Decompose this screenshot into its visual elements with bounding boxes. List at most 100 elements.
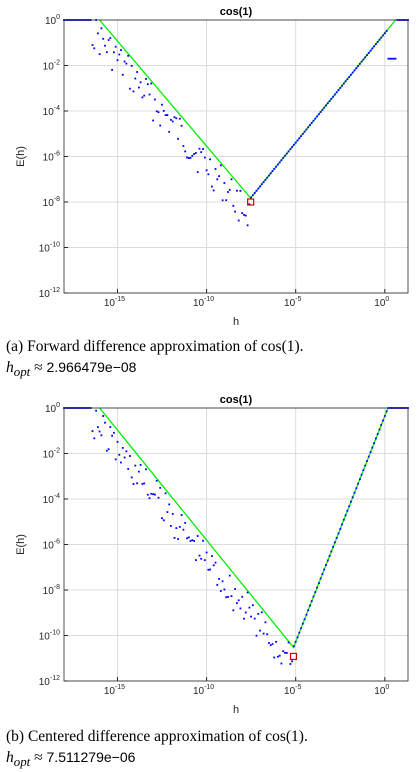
error-point: [239, 607, 242, 610]
error-point: [298, 137, 301, 140]
error-point: [228, 574, 231, 577]
y-tick-exponent: -10: [50, 242, 60, 249]
error-point: [123, 60, 126, 63]
error-point: [319, 577, 322, 580]
error-point: [111, 69, 113, 71]
error-point: [145, 468, 147, 471]
error-point: [227, 596, 229, 598]
x-tick-label: 10-5: [284, 296, 301, 309]
error-point: [310, 122, 313, 124]
error-point: [355, 487, 358, 490]
error-point: [139, 81, 142, 84]
error-point: [305, 613, 308, 616]
error-point: [134, 77, 137, 80]
error-point: [148, 497, 151, 500]
chart-title: cos(1): [220, 394, 253, 406]
error-point: [318, 582, 320, 584]
error-point: [146, 83, 149, 86]
error-point: [294, 141, 297, 144]
error-point: [236, 602, 238, 604]
error-point: [289, 148, 292, 151]
x-tick-exponent: -15: [115, 684, 125, 691]
error-point: [362, 469, 365, 472]
error-point: [259, 185, 261, 188]
error-point: [182, 528, 185, 531]
error-point: [312, 119, 315, 122]
error-point: [323, 568, 326, 571]
error-point: [380, 424, 383, 426]
error-point: [312, 595, 315, 598]
error-point: [364, 464, 367, 467]
error-point: [360, 60, 363, 63]
error-point: [250, 615, 252, 618]
approx-symbol: ≈: [34, 359, 43, 376]
error-point: [284, 651, 286, 654]
error-point: [114, 45, 117, 48]
error-point: [303, 618, 306, 621]
y-axis-label: E(h): [15, 534, 27, 555]
error-point: [138, 470, 140, 473]
error-point: [109, 37, 112, 39]
error-point: [104, 421, 106, 424]
error-point: [145, 78, 147, 80]
error-point: [353, 491, 356, 494]
error-point: [116, 59, 119, 62]
x-tick-label: 10-15: [104, 684, 125, 697]
error-point: [293, 645, 295, 648]
error-point: [346, 509, 349, 512]
error-point: [155, 110, 158, 113]
hopt-subscript: opt: [13, 754, 31, 770]
error-point: [287, 150, 290, 153]
error-point: [230, 595, 233, 597]
error-point: [257, 613, 260, 615]
error-point: [330, 98, 333, 100]
error-point: [91, 44, 94, 46]
error-point: [301, 622, 304, 625]
error-point: [195, 152, 197, 154]
error-point: [132, 483, 135, 485]
y-tick-label: 10-12: [39, 287, 60, 300]
error-point: [275, 165, 277, 168]
error-point: [98, 53, 101, 55]
centered-difference-chart: 10-12 10-10 10-8 10-6 10-4 10-2 100 10-15 10-10 1…: [15, 394, 409, 716]
hopt-symbol: h: [6, 749, 14, 766]
error-point: [342, 518, 345, 521]
error-point: [202, 539, 204, 542]
error-point: [139, 464, 142, 466]
error-point: [355, 67, 358, 70]
error-point: [383, 415, 386, 417]
error-point: [218, 578, 220, 580]
error-point: [166, 511, 169, 513]
error-point: [291, 660, 293, 663]
error-point: [350, 73, 352, 76]
error-point: [116, 440, 119, 443]
error-point: [344, 514, 347, 517]
error-point: [93, 437, 96, 440]
error-point: [120, 49, 122, 51]
error-point: [382, 34, 384, 37]
error-point: [284, 154, 286, 157]
y-tick-exponent: -8: [54, 584, 60, 591]
error-point: [316, 115, 318, 118]
error-point: [221, 580, 224, 583]
x-tick-label: 10-15: [104, 296, 125, 309]
error-point: [366, 460, 368, 462]
y-tick-label: 10-8: [43, 196, 60, 209]
error-point: [260, 611, 263, 614]
error-point: [360, 473, 363, 476]
error-point: [186, 156, 188, 159]
error-point: [264, 621, 267, 624]
error-point: [241, 212, 244, 214]
error-point: [150, 82, 153, 85]
error-point: [305, 128, 308, 131]
error-point: [351, 496, 354, 499]
error-point: [193, 540, 195, 542]
error-point: [121, 447, 124, 449]
error-point: [107, 448, 110, 451]
error-point: [225, 596, 228, 599]
error-point: [166, 114, 169, 116]
error-point: [309, 124, 311, 126]
error-point: [230, 178, 233, 181]
error-point: [337, 532, 340, 535]
error-point: [367, 52, 370, 54]
